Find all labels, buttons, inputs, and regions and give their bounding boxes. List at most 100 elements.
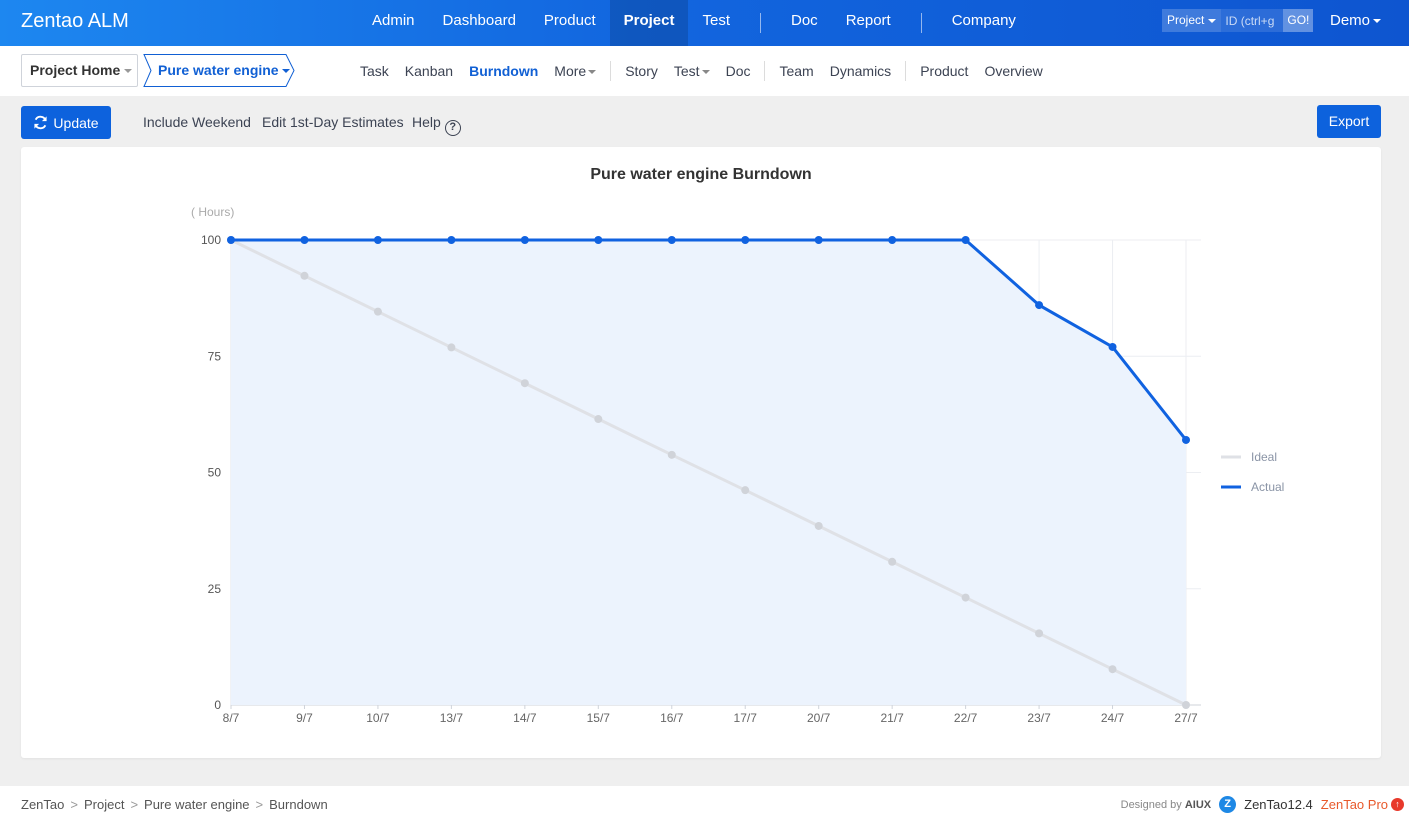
ideal-data-point — [594, 415, 603, 424]
nav-doc[interactable]: Doc — [791, 12, 818, 29]
footer-meta: Designed by AIUX Z ZenTao12.4 ZenTao Pro… — [1121, 796, 1404, 813]
nav-report[interactable]: Report — [845, 12, 891, 29]
nav-project[interactable]: Project — [609, 0, 689, 46]
search-input[interactable] — [1221, 9, 1284, 32]
x-tick-label: 21/7 — [880, 711, 904, 725]
y-tick-label: 50 — [208, 466, 222, 480]
nav-admin[interactable]: Admin — [372, 12, 415, 29]
nav-company[interactable]: Company — [951, 12, 1016, 29]
subnav-divider — [905, 61, 907, 81]
top-navbar: Zentao ALM Admin Dashboard Product Proje… — [0, 0, 1409, 46]
project-subnav: Task Kanban Burndown More Story Test Doc… — [352, 46, 1051, 96]
chevron-down-icon — [1373, 18, 1382, 23]
actual-data-point — [961, 236, 970, 244]
ideal-series-line — [230, 238, 1187, 707]
zentao-pro-link[interactable]: ZenTao Pro ↑ — [1321, 797, 1404, 812]
footer-breadcrumb: ZenTao > Project > Pure water engine > B… — [21, 797, 328, 812]
sub-navbar: Project Home Pure water engine Task Kanb… — [0, 46, 1409, 96]
ideal-data-point — [520, 379, 529, 388]
x-tick-label: 24/7 — [1101, 711, 1125, 725]
user-menu[interactable]: Demo — [1330, 12, 1382, 29]
nav-dashboard[interactable]: Dashboard — [442, 12, 516, 29]
subnav-kanban[interactable]: Kanban — [404, 63, 454, 79]
upgrade-arrow-icon: ↑ — [1391, 798, 1404, 811]
global-search: Project GO! — [1162, 9, 1314, 32]
project-home-dropdown[interactable]: Project Home — [21, 54, 138, 87]
nav-test[interactable]: Test — [702, 12, 730, 29]
ideal-data-point — [1182, 701, 1190, 709]
subnav-divider — [764, 61, 766, 81]
ideal-data-point — [447, 343, 456, 352]
footer-crumb-project[interactable]: Project — [83, 797, 125, 812]
help-label: Help — [412, 114, 441, 130]
nav-divider — [920, 13, 922, 33]
project-name: Pure water engine — [158, 62, 279, 78]
export-button[interactable]: Export — [1317, 105, 1381, 138]
footer-crumb-project-name[interactable]: Pure water engine — [144, 797, 250, 812]
designed-by-label: Designed by — [1120, 798, 1182, 811]
breadcrumb-separator: > — [130, 797, 139, 812]
subnav-doc[interactable]: Doc — [725, 63, 751, 79]
x-tick-label: 22/7 — [954, 711, 978, 725]
search-type-select[interactable]: Project — [1162, 9, 1222, 32]
ideal-data-point — [1108, 665, 1117, 674]
footer-crumb-zentao[interactable]: ZenTao — [21, 797, 65, 812]
chevron-down-icon — [701, 70, 710, 75]
zentao-version[interactable]: ZenTao12.4 — [1244, 797, 1313, 812]
x-tick-label: 10/7 — [366, 711, 390, 725]
nav-divider — [760, 13, 761, 33]
subnav-test[interactable]: Test — [666, 63, 718, 79]
footer: ZenTao > Project > Pure water engine > B… — [0, 786, 1409, 822]
subnav-task[interactable]: Task — [360, 63, 389, 79]
chevron-down-icon — [1208, 18, 1217, 23]
ideal-data-point — [1035, 629, 1044, 638]
breadcrumb-separator: > — [255, 797, 264, 812]
user-name: Demo — [1330, 12, 1371, 29]
project-switcher[interactable]: Pure water engine — [143, 54, 295, 87]
actual-data-point — [447, 236, 456, 244]
actual-data-point — [1035, 301, 1044, 310]
app-brand[interactable]: Zentao ALM — [21, 10, 129, 32]
actual-data-point — [667, 236, 676, 244]
y-tick-label: 75 — [208, 349, 222, 363]
actual-data-point — [373, 236, 382, 244]
legend-label-actual: Actual — [1251, 480, 1284, 494]
zentao-logo-icon: Z — [1219, 796, 1237, 813]
x-tick-label: 17/7 — [734, 711, 758, 725]
x-tick-label: 9/7 — [296, 711, 313, 725]
subnav-team[interactable]: Team — [779, 63, 814, 79]
subnav-story[interactable]: Story — [625, 63, 658, 79]
subnav-dynamics[interactable]: Dynamics — [829, 63, 892, 79]
x-tick-label: 20/7 — [807, 711, 831, 725]
project-home-label: Project Home — [30, 62, 121, 78]
nav-product[interactable]: Product — [543, 12, 596, 29]
ideal-data-point — [888, 557, 897, 566]
help-icon: ? — [444, 120, 461, 136]
ideal-data-point — [667, 450, 676, 459]
subnav-overview[interactable]: Overview — [984, 63, 1043, 79]
designer-name: AIUX — [1184, 798, 1212, 811]
subnav-more-label: More — [554, 63, 587, 79]
subnav-burndown[interactable]: Burndown — [469, 63, 539, 79]
actual-data-point — [520, 236, 529, 244]
subnav-product[interactable]: Product — [920, 63, 969, 79]
search-go-button[interactable]: GO! — [1283, 9, 1314, 32]
chevron-down-icon — [281, 69, 290, 74]
x-tick-label: 27/7 — [1174, 711, 1198, 725]
actual-data-point — [1182, 435, 1190, 444]
update-button[interactable]: Update — [21, 106, 111, 139]
update-label: Update — [53, 114, 99, 131]
actual-data-point — [594, 236, 603, 244]
chart-title: Pure water engine Burndown — [590, 166, 812, 183]
ideal-data-point — [741, 486, 750, 495]
help-link[interactable]: Help? — [412, 114, 461, 136]
y-tick-label: 0 — [214, 698, 221, 712]
include-weekend-toggle[interactable]: Include Weekend — [143, 114, 251, 130]
edit-estimates-link[interactable]: Edit 1st-Day Estimates — [262, 114, 404, 130]
x-tick-label: 15/7 — [587, 711, 611, 725]
subnav-more[interactable]: More — [546, 63, 604, 79]
chevron-down-icon — [588, 70, 597, 75]
refresh-icon — [34, 115, 48, 130]
designed-by: Designed by AIUX — [1121, 799, 1212, 811]
x-tick-label: 8/7 — [223, 711, 240, 725]
